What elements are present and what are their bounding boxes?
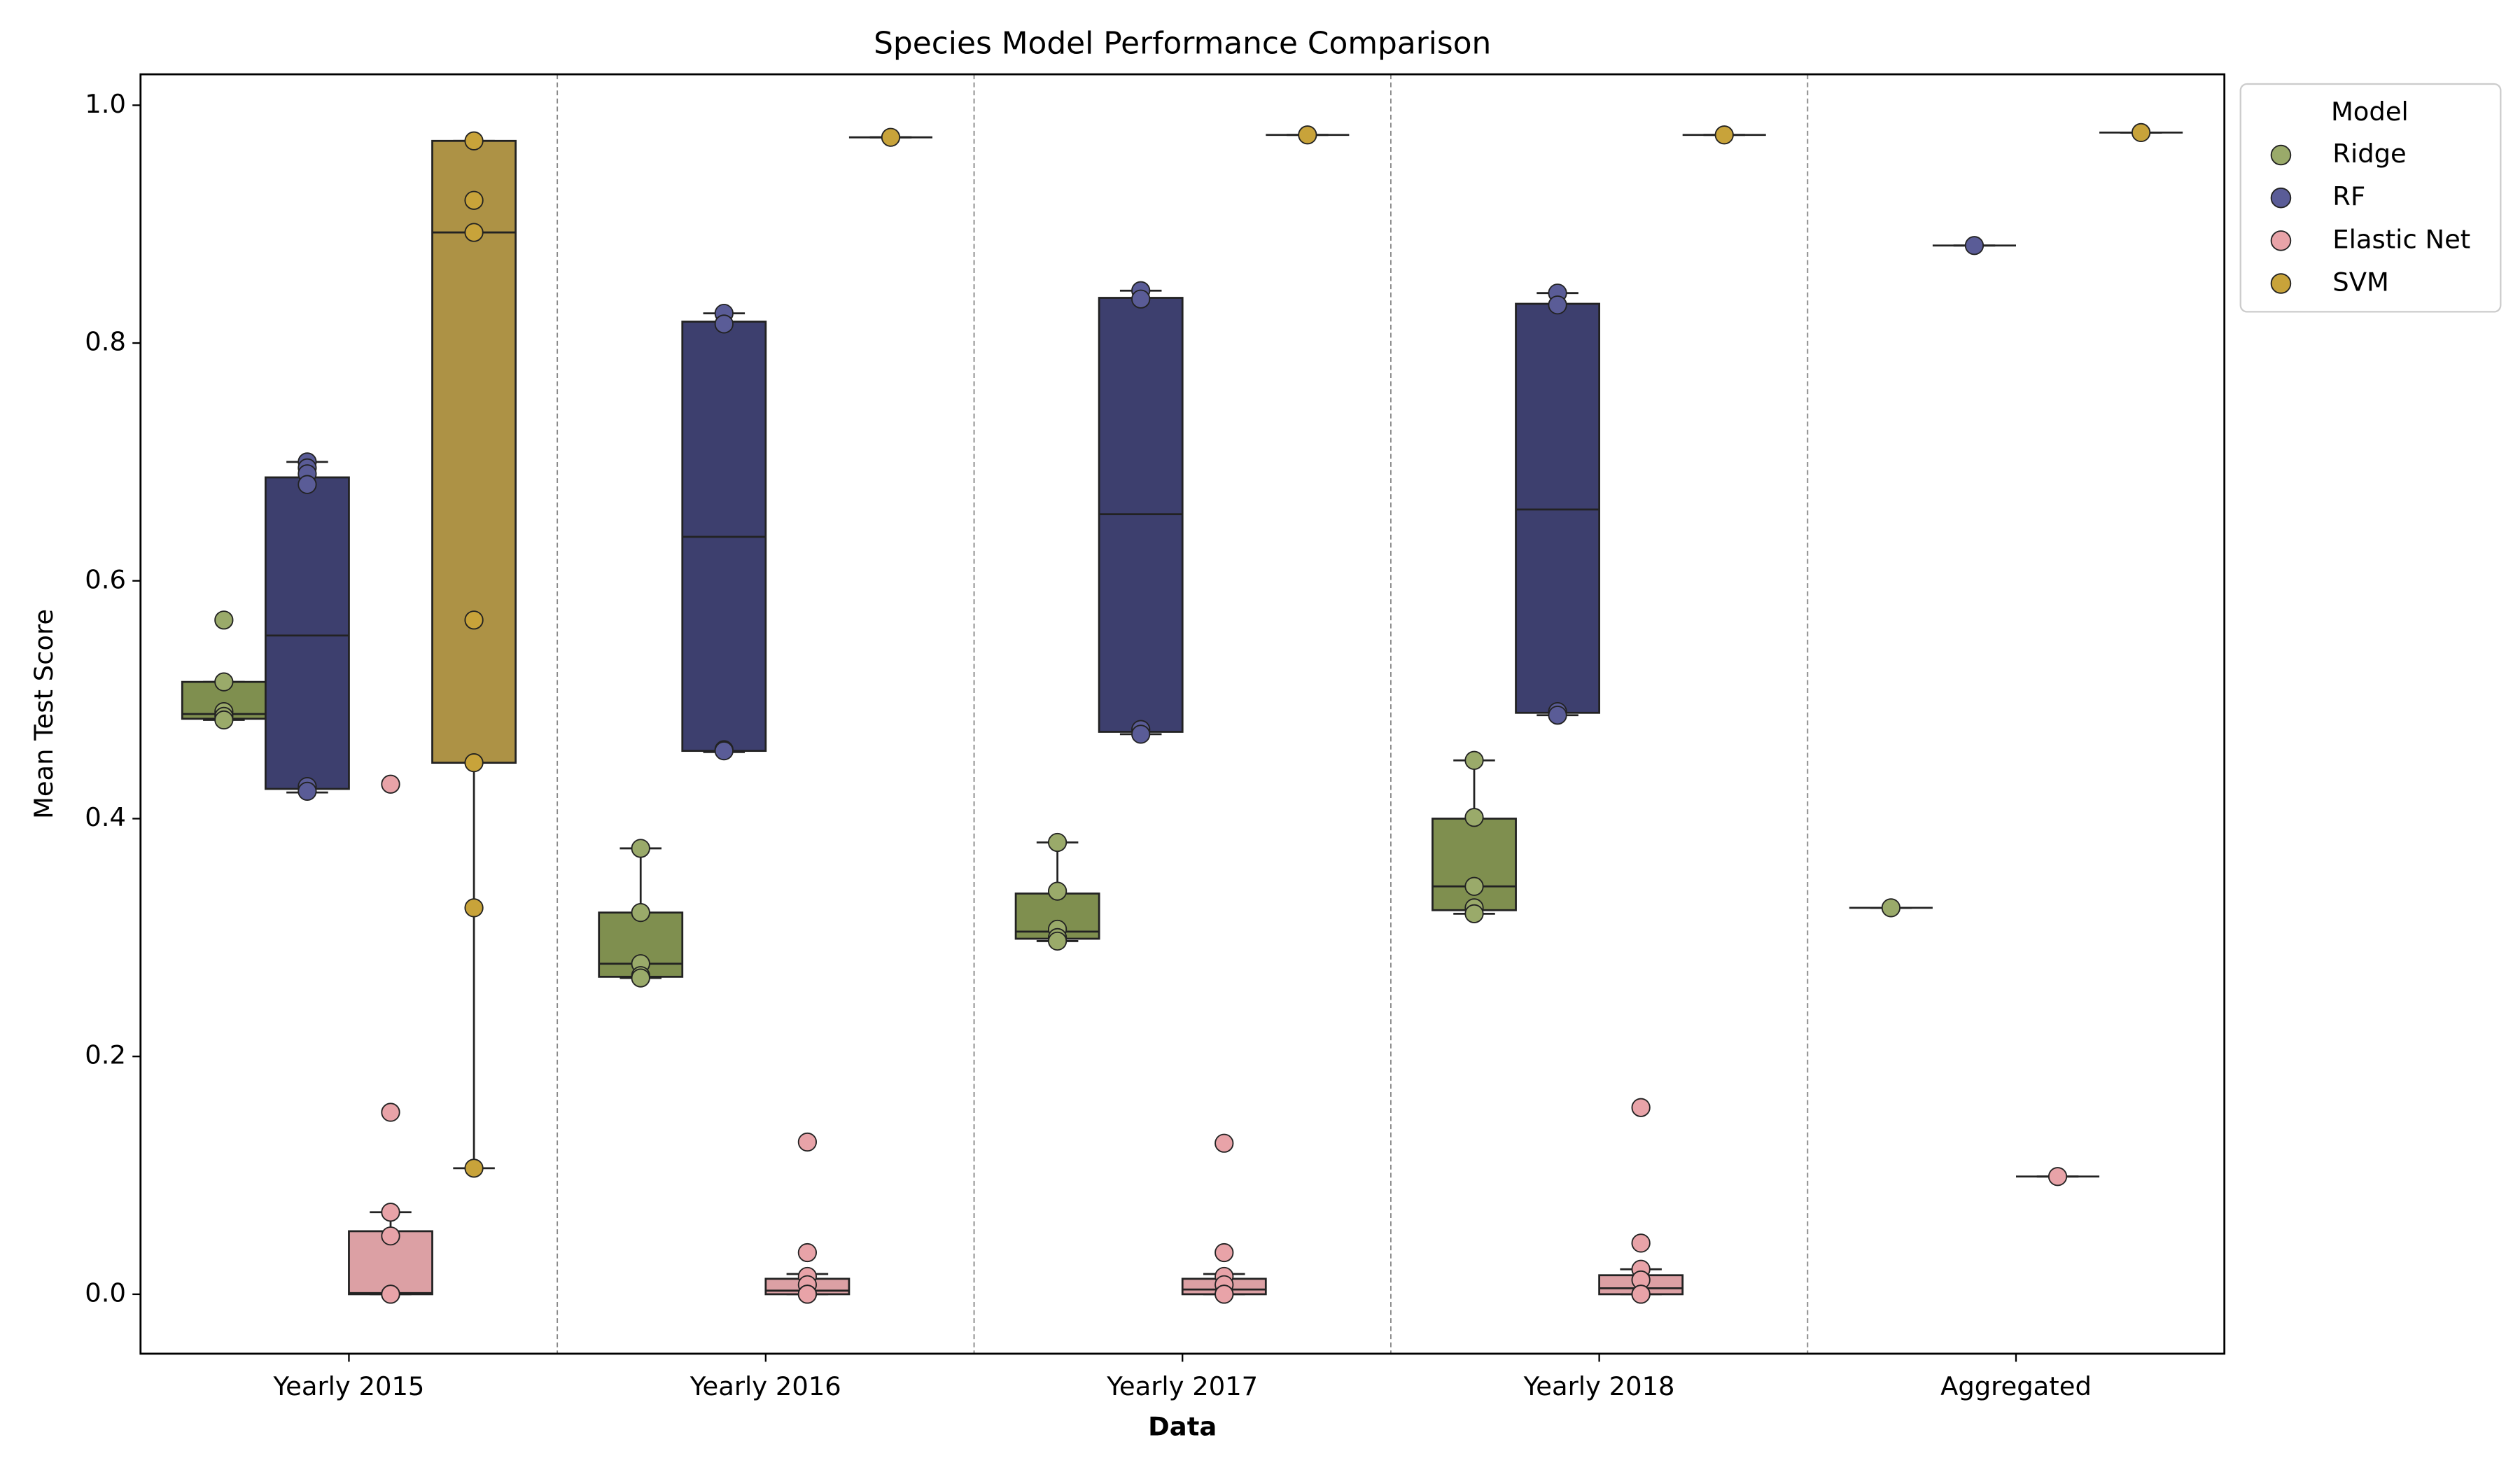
data-point — [381, 1203, 400, 1222]
data-point — [881, 127, 901, 147]
legend-title: Model — [2331, 97, 2409, 127]
data-point — [464, 753, 484, 773]
data-point — [381, 1102, 400, 1122]
data-point — [1214, 1242, 1234, 1263]
data-point — [1298, 125, 1317, 145]
box — [1432, 818, 1517, 911]
data-point — [631, 903, 650, 923]
chart-title: Species Model Performance Comparison — [874, 26, 1491, 62]
data-point — [714, 741, 734, 761]
data-point — [381, 1284, 400, 1304]
data-point — [464, 223, 484, 242]
legend-label: RF — [2332, 181, 2365, 211]
data-point — [1548, 706, 1567, 725]
data-point — [631, 968, 650, 988]
data-point — [381, 1226, 400, 1246]
data-point — [1464, 904, 1484, 923]
data-point — [381, 774, 400, 794]
box — [264, 476, 350, 790]
x-tick-label: Yearly 2018 — [1523, 1371, 1675, 1401]
legend-marker — [2270, 273, 2292, 294]
y-tick-label: 0.0 — [85, 1278, 126, 1308]
y-tick-label: 0.8 — [85, 327, 126, 357]
legend: Model Ridge RF Elastic Net SVM — [2239, 83, 2502, 313]
data-point — [797, 1284, 817, 1304]
plot-frame — [139, 73, 2226, 1355]
data-point — [714, 314, 734, 334]
data-point — [2132, 122, 2151, 143]
data-point — [1464, 876, 1484, 896]
data-point — [1131, 289, 1151, 309]
data-point — [1464, 750, 1484, 770]
x-tick-label: Aggregated — [1940, 1371, 2092, 1401]
data-point — [214, 610, 234, 630]
x-axis-label: Data — [1148, 1412, 1217, 1442]
data-point — [298, 781, 317, 802]
legend-marker — [2270, 230, 2292, 251]
data-point — [1631, 1098, 1651, 1117]
data-point — [1047, 931, 1068, 951]
legend-label: Elastic Net — [2332, 224, 2470, 254]
data-point — [1631, 1233, 1651, 1253]
data-point — [1214, 1284, 1234, 1304]
y-axis-label: Mean Test Score — [29, 609, 59, 819]
legend-label: SVM — [2332, 267, 2389, 298]
data-point — [1714, 125, 1734, 145]
box — [1515, 302, 1601, 714]
y-tick-label: 1.0 — [85, 89, 126, 119]
x-tick-label: Yearly 2016 — [690, 1371, 841, 1401]
data-point — [1548, 295, 1567, 315]
legend-marker — [2270, 144, 2292, 166]
data-point — [1881, 898, 1900, 918]
data-point — [214, 672, 234, 692]
plot-area: 0.0 0.2 0.4 0.6 0.8 1.0 Yearly 2015 Yearly 2016… — [85, 74, 2183, 1401]
data-point — [464, 190, 484, 210]
data-point — [464, 898, 484, 918]
data-point — [464, 610, 484, 630]
legend-label: Ridge — [2332, 139, 2406, 169]
y-tick-label: 0.4 — [85, 802, 126, 832]
y-tick-label: 0.2 — [85, 1040, 126, 1070]
legend-frame — [2239, 83, 2502, 313]
data-point — [464, 131, 484, 150]
box — [431, 139, 517, 764]
data-point — [1964, 236, 1984, 255]
data-point — [298, 475, 317, 494]
data-point — [1131, 724, 1151, 744]
data-point — [1047, 881, 1068, 901]
data-point — [631, 839, 650, 858]
data-point — [464, 1158, 484, 1178]
data-point — [214, 710, 234, 730]
x-tick-label: Yearly 2015 — [273, 1371, 425, 1401]
data-point — [1214, 1133, 1234, 1153]
data-point — [797, 1242, 817, 1263]
data-point — [1631, 1284, 1651, 1304]
data-point — [1047, 832, 1068, 853]
data-point — [797, 1132, 817, 1152]
data-point — [1464, 808, 1484, 827]
y-tick-label: 0.6 — [85, 564, 126, 594]
data-point — [2047, 1167, 2068, 1186]
x-tick-label: Yearly 2017 — [1106, 1371, 1258, 1401]
legend-marker — [2270, 187, 2292, 209]
